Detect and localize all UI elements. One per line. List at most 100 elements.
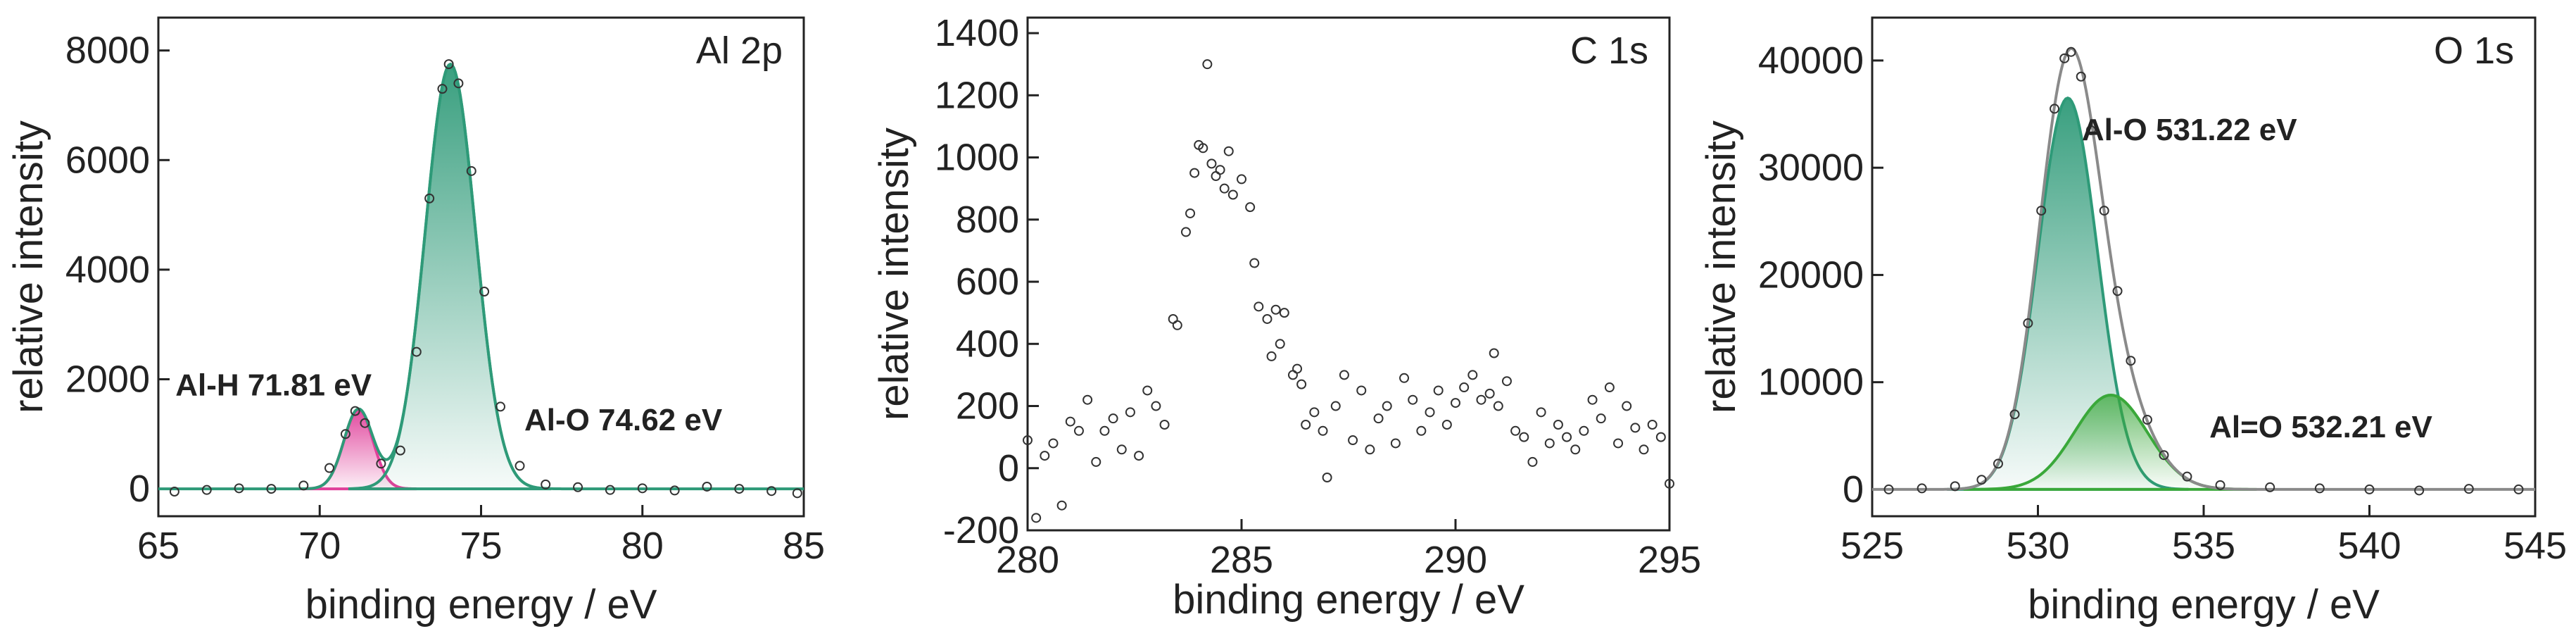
data-point <box>1172 320 1182 330</box>
data-point <box>1390 438 1401 449</box>
data-point <box>2463 484 2474 494</box>
data-point <box>1373 413 1384 424</box>
data-point <box>1198 143 1208 154</box>
x-tick-label: 285 <box>1210 539 1273 581</box>
x-axis-title: binding energy / eV <box>305 582 657 628</box>
y-tick-label: 0 <box>1843 468 1864 511</box>
panel-title: O 1s <box>2434 30 2514 72</box>
data-point <box>1309 407 1320 418</box>
data-point <box>1116 444 1127 455</box>
data-point <box>1211 171 1221 182</box>
data-point <box>1292 363 1303 374</box>
data-point <box>324 463 335 473</box>
y-axis-title: relative intensity <box>1698 120 1744 413</box>
data-point <box>2159 450 2169 461</box>
data-point <box>437 84 448 94</box>
data-point <box>1647 419 1658 430</box>
data-point <box>1416 425 1427 436</box>
peak-label: Al-O 531.22 eV <box>2082 113 2297 147</box>
y-tick-label: 30000 <box>1758 146 1864 189</box>
x-axis-title: binding energy / eV <box>2028 582 2380 628</box>
y-tick-label: 1400 <box>935 12 1019 54</box>
data-point <box>1318 425 1328 436</box>
data-point <box>1510 425 1521 436</box>
data-point <box>1382 401 1392 411</box>
data-point <box>1570 444 1581 455</box>
data-point <box>1227 189 1238 200</box>
data-point <box>1536 407 1546 418</box>
data-point <box>1048 438 1059 449</box>
y-tick-label: 6000 <box>65 139 150 181</box>
y-tick-label: 10000 <box>1758 361 1864 404</box>
x-tick-label: 530 <box>2006 525 2069 567</box>
data-point <box>1065 416 1075 427</box>
x-tick-label: 535 <box>2172 525 2235 567</box>
y-tick-label: 400 <box>956 323 1019 365</box>
y-tick-label: 600 <box>956 261 1019 303</box>
data-point <box>201 485 212 495</box>
data-point <box>1245 202 1256 213</box>
y-tick-label: 1000 <box>935 137 1019 179</box>
data-point <box>1493 401 1503 411</box>
data-point <box>2126 356 2136 366</box>
panel-title: C 1s <box>1570 30 1648 72</box>
data-point <box>1202 59 1213 70</box>
data-point <box>1587 394 1598 405</box>
data-point <box>1040 451 1050 461</box>
data-point <box>424 193 435 204</box>
data-point <box>1665 478 1674 489</box>
data-point <box>1579 425 1589 436</box>
data-point <box>1151 401 1161 411</box>
data-point <box>1185 208 1196 218</box>
data-point <box>266 484 277 494</box>
data-point <box>1091 456 1101 467</box>
data-point <box>1467 370 1478 380</box>
data-point <box>1249 258 1260 268</box>
x-tick-label: 295 <box>1638 539 1701 581</box>
x-tick-label: 280 <box>996 539 1059 581</box>
data-point <box>1451 398 1460 408</box>
data-point <box>1489 348 1499 358</box>
data-point <box>1562 432 1572 442</box>
data-point <box>1270 304 1281 315</box>
y-tick-label: 40000 <box>1758 39 1864 82</box>
data-point <box>1215 165 1225 175</box>
data-point <box>1180 227 1191 237</box>
data-point <box>2036 206 2047 216</box>
data-point <box>443 59 454 70</box>
data-point <box>766 486 777 497</box>
data-point <box>360 418 370 428</box>
data-point <box>2112 286 2123 296</box>
data-point <box>1596 413 1606 424</box>
data-point <box>1082 394 1093 405</box>
data-point <box>1056 500 1067 511</box>
data-point <box>514 461 525 471</box>
peak-component <box>348 62 552 491</box>
data-point <box>2059 53 2070 63</box>
data-point <box>1484 388 1495 399</box>
panel-title: Al 2p <box>696 30 783 72</box>
peak-label: Al-H 71.81 eV <box>175 368 372 402</box>
data-point <box>573 482 583 492</box>
data-point <box>605 485 615 495</box>
data-point <box>1544 438 1555 449</box>
data-point <box>669 485 680 496</box>
x-tick-label: 80 <box>621 525 664 567</box>
data-point <box>2050 104 2060 114</box>
data-point <box>1639 444 1649 455</box>
data-point <box>1159 419 1170 430</box>
data-point <box>1476 394 1486 405</box>
data-point <box>2066 46 2076 57</box>
plot-frame <box>1871 16 2537 518</box>
data-point <box>1125 407 1135 418</box>
data-point <box>1441 419 1452 430</box>
data-point <box>792 488 802 499</box>
y-tick-label: 8000 <box>65 30 150 72</box>
plot-frame <box>1026 16 1671 532</box>
data-point <box>1604 382 1615 393</box>
data-point <box>1408 394 1418 405</box>
y-tick-label: 0 <box>129 468 150 510</box>
data-point <box>340 429 351 439</box>
data-point <box>1425 407 1435 418</box>
